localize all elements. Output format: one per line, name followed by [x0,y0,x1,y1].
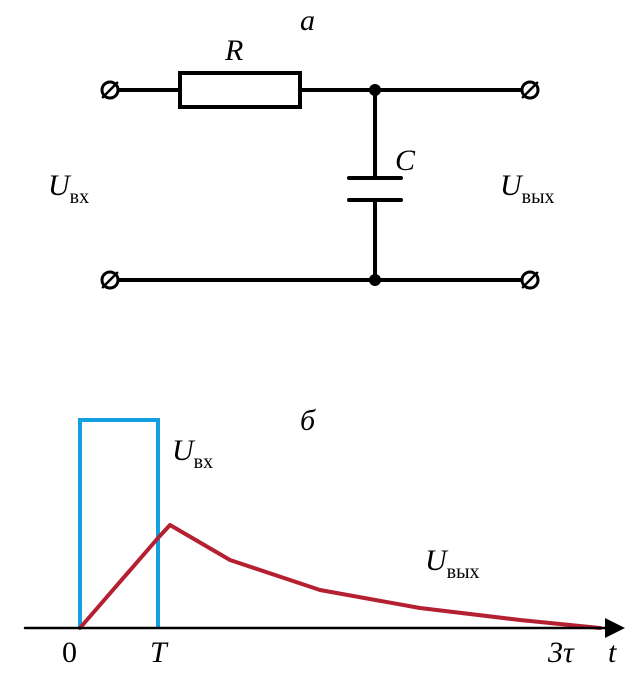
panel-b-label: б [300,404,316,437]
resistor-label: R [224,34,243,67]
capacitor-label: C [395,144,416,177]
uin-circuit-label: Uвх [48,169,89,208]
input-pulse [80,420,158,628]
axis-tick-0: 0 [62,636,77,669]
resistor [180,73,300,107]
uin-graph-label: Uвх [172,434,213,473]
axis-arrow-icon [605,618,625,638]
axis-tick-3tau: 3τ [547,636,575,669]
axis-label-t: t [608,636,617,669]
axis-tick-T: T [150,636,169,669]
panel-a-label: а [300,4,315,37]
uout-circuit-label: Uвых [500,169,555,208]
node-dot [369,274,381,286]
uout-graph-label: Uвых [425,544,480,583]
node-dot [369,84,381,96]
